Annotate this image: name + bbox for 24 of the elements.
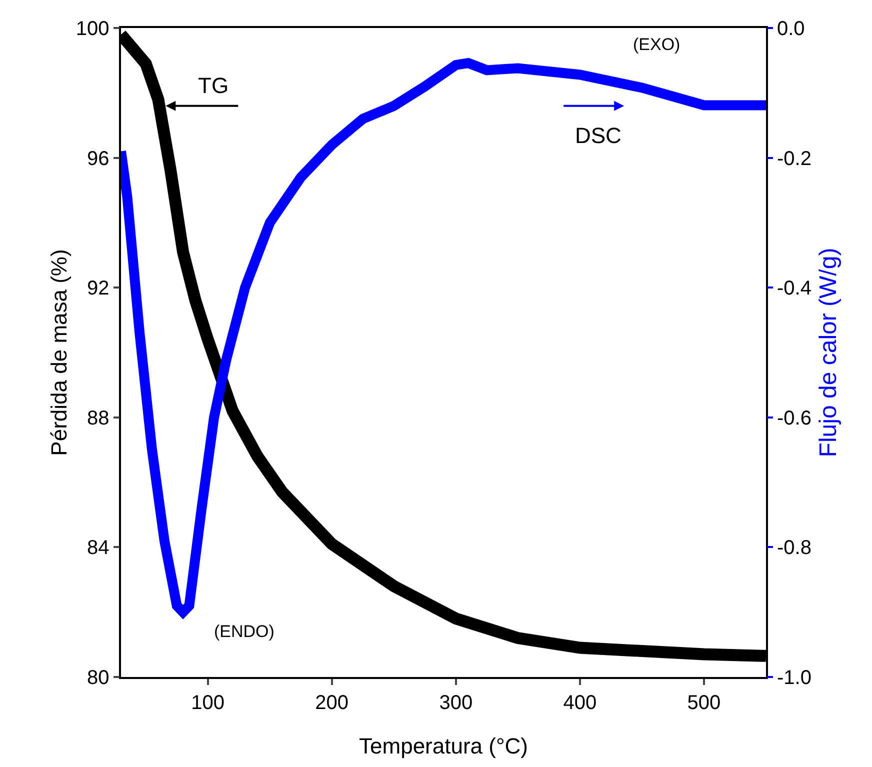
y2-axis-title: Flujo de calor (W/g) xyxy=(815,248,842,458)
y-tick-label: 96 xyxy=(87,148,110,170)
y-tick-label: 88 xyxy=(87,407,110,430)
y-tick-label: 84 xyxy=(87,537,110,560)
y2-tick-label: 0.0 xyxy=(777,18,805,40)
y-tick-label: 92 xyxy=(87,278,110,300)
x-tick-label: 400 xyxy=(563,692,597,714)
y-tick-label: 100 xyxy=(76,18,110,40)
annotation: (EXO) xyxy=(633,35,680,54)
y-tick-label: 80 xyxy=(87,667,110,689)
y2-tick-label: -0.4 xyxy=(777,278,812,300)
x-tick-label: 300 xyxy=(439,692,473,714)
y2-tick-label: -1.0 xyxy=(777,667,812,689)
y2-tick-label: -0.8 xyxy=(777,537,812,560)
annotation: (ENDO) xyxy=(214,622,274,641)
y2-tick-label: -0.6 xyxy=(777,407,812,430)
annotation: DSC xyxy=(575,123,622,148)
x-tick-label: 500 xyxy=(687,692,721,714)
x-tick-label: 100 xyxy=(191,692,225,714)
x-tick-label: 200 xyxy=(315,692,349,714)
annotation: TG xyxy=(198,73,229,98)
x-axis-title: Temperatura (°C) xyxy=(359,734,528,758)
y2-tick-label: -0.2 xyxy=(777,148,812,170)
y-axis-title: Pérdida de masa (%) xyxy=(46,249,72,456)
